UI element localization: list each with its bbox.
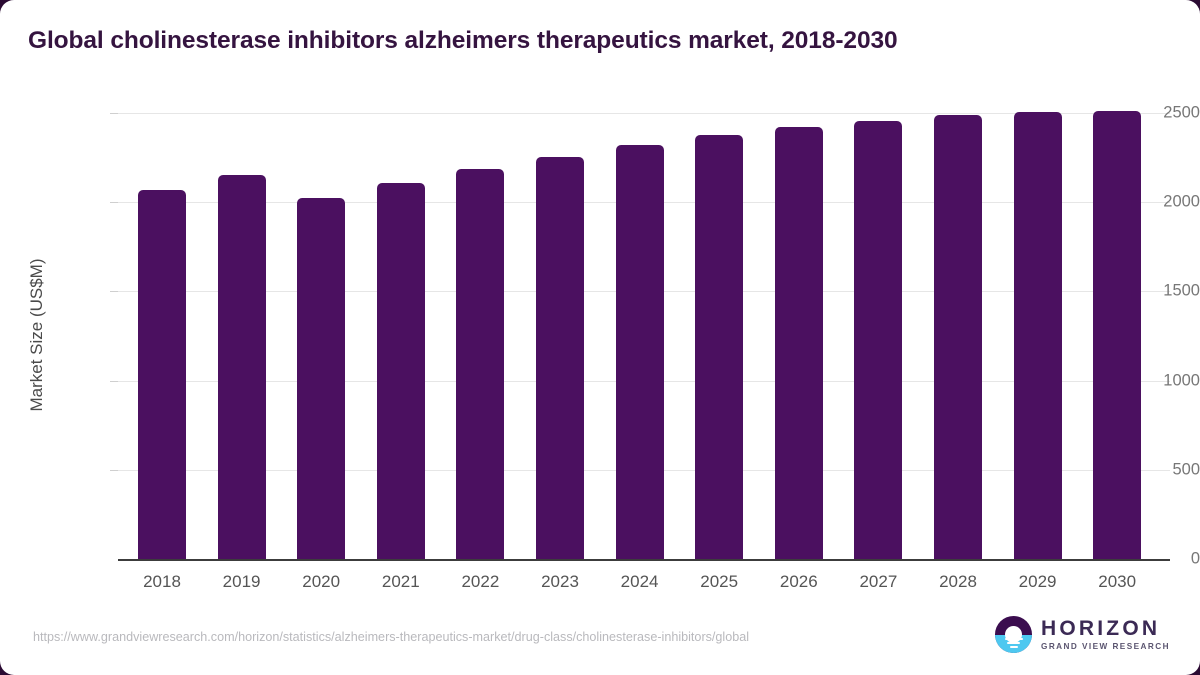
source-url[interactable]: https://www.grandviewresearch.com/horizo…	[33, 630, 750, 644]
logo-tagline: GRAND VIEW RESEARCH	[1041, 641, 1170, 651]
y-tick-label: 2000	[1163, 192, 1200, 211]
x-tick-label-2030: 2030	[1098, 572, 1137, 591]
gridline-2500	[118, 113, 1170, 114]
logo-wordmark: HORIZON	[1041, 616, 1161, 640]
x-tick-label-2027: 2027	[859, 572, 898, 591]
y-tick-mark-2000	[110, 202, 118, 204]
page-title: Global cholinesterase inhibitors alzheim…	[28, 27, 898, 54]
bar-2030[interactable]	[1093, 110, 1142, 559]
x-tick-label-2025: 2025	[700, 572, 739, 591]
y-tick-mark-2500	[110, 113, 118, 114]
y-tick-mark-1500	[110, 291, 118, 293]
x-tick-label-2023: 2023	[541, 572, 579, 591]
bar-2019[interactable]	[217, 175, 266, 559]
logo-text: HORIZON GRAND VIEW RESEARCH	[1041, 618, 1170, 651]
y-tick-label: 0	[1190, 549, 1200, 568]
horizon-logo: HORIZON GRAND VIEW RESEARCH	[995, 616, 1170, 653]
bar-2029[interactable]	[1013, 112, 1062, 559]
y-tick-label: 1000	[1163, 371, 1200, 390]
bar-2025[interactable]	[695, 134, 744, 559]
bar-2018[interactable]	[138, 190, 186, 559]
x-tick-label-2021: 2021	[381, 572, 420, 591]
x-tick-label-2018: 2018	[143, 572, 181, 591]
x-tick-label-2028: 2028	[939, 572, 977, 591]
bar-2027[interactable]	[854, 120, 903, 559]
bar-2022[interactable]	[456, 169, 505, 559]
x-tick-label-2019: 2019	[222, 572, 261, 591]
x-tick-label-2022: 2022	[461, 572, 500, 591]
y-tick-label: 2500	[1163, 103, 1200, 122]
bar-2021[interactable]	[376, 183, 425, 559]
bar-2023[interactable]	[536, 156, 584, 559]
bar-2020[interactable]	[297, 197, 346, 559]
bar-2028[interactable]	[934, 115, 982, 559]
horizon-sun-icon	[995, 616, 1032, 653]
x-tick-label-2026: 2026	[779, 572, 818, 591]
gridline-0	[118, 559, 1170, 561]
y-tick-label: 500	[1172, 460, 1200, 479]
y-tick-mark-500	[110, 469, 118, 471]
x-tick-label-2020: 2020	[302, 572, 341, 591]
y-tick-label: 1500	[1163, 281, 1200, 300]
x-tick-label-2024: 2024	[620, 572, 659, 591]
y-tick-mark-1000	[110, 380, 118, 382]
bar-2024[interactable]	[615, 145, 664, 559]
bar-2026[interactable]	[774, 127, 823, 559]
x-tick-label-2029: 2029	[1018, 572, 1057, 591]
